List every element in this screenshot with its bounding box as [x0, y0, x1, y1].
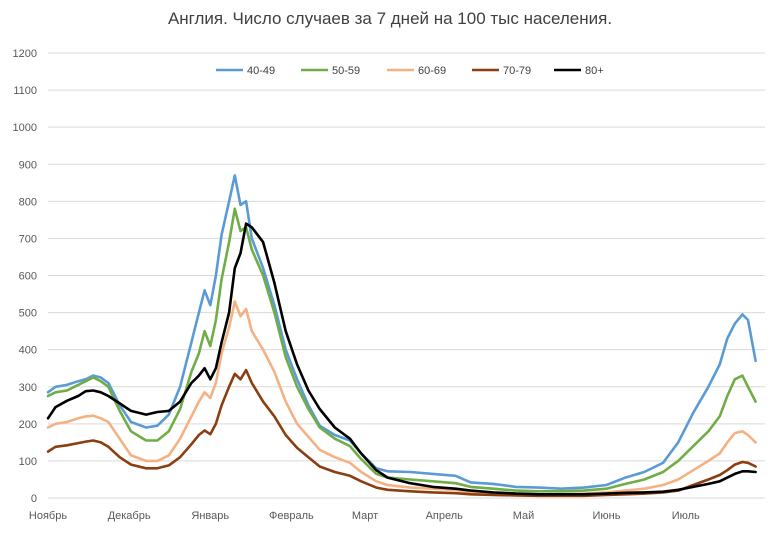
y-tick-label: 200	[19, 419, 37, 431]
x-tick-label: Февраль	[269, 510, 314, 522]
x-axis-tick-labels: Ноябрь Декабрь Январь Февраль Март Апрель Май И…	[29, 510, 700, 522]
y-tick-label: 500	[19, 308, 37, 320]
legend-label: 80+	[585, 65, 604, 77]
y-tick-label: 900	[19, 159, 37, 171]
x-tick-label: Март	[352, 510, 378, 522]
y-axis-tick-labels: 0 100 200 300 400 500 600 700 800 900 1000 1100 1200	[13, 48, 37, 505]
series-line-50-59	[46, 207, 757, 493]
y-tick-label: 700	[19, 233, 37, 245]
y-tick-label: 1200	[13, 48, 37, 60]
x-tick-label: Апрель	[426, 510, 464, 522]
legend-label: 60-69	[418, 65, 446, 77]
series-line-60-69	[46, 300, 757, 496]
y-tick-label: 100	[19, 456, 37, 468]
y-tick-label: 1100	[13, 85, 37, 97]
y-tick-label: 600	[19, 271, 37, 283]
series-line-80+	[46, 222, 757, 496]
legend-label: 70-79	[503, 65, 531, 77]
chart-title: Англия. Число случаев за 7 дней на 100 т…	[168, 9, 612, 28]
x-tick-label: Декабрь	[108, 510, 151, 522]
y-tick-label: 400	[19, 345, 37, 357]
gridlines	[48, 52, 765, 499]
series-line-40-49	[46, 174, 757, 490]
y-tick-label: 300	[19, 382, 37, 394]
x-tick-label: Май	[513, 510, 535, 522]
x-tick-label: Январь	[191, 510, 229, 522]
y-tick-label: 800	[19, 196, 37, 208]
x-tick-label: Июль	[672, 510, 700, 522]
x-tick-label: Ноябрь	[29, 510, 67, 522]
legend-label: 50-59	[332, 65, 360, 77]
series-lines	[46, 174, 757, 498]
x-tick-label: Июнь	[593, 510, 621, 522]
y-tick-label: 1000	[13, 122, 37, 134]
legend-label: 40-49	[247, 65, 275, 77]
y-tick-label: 0	[31, 493, 37, 505]
legend: 40-49 50-59 60-69 70-79 80+	[216, 65, 604, 77]
